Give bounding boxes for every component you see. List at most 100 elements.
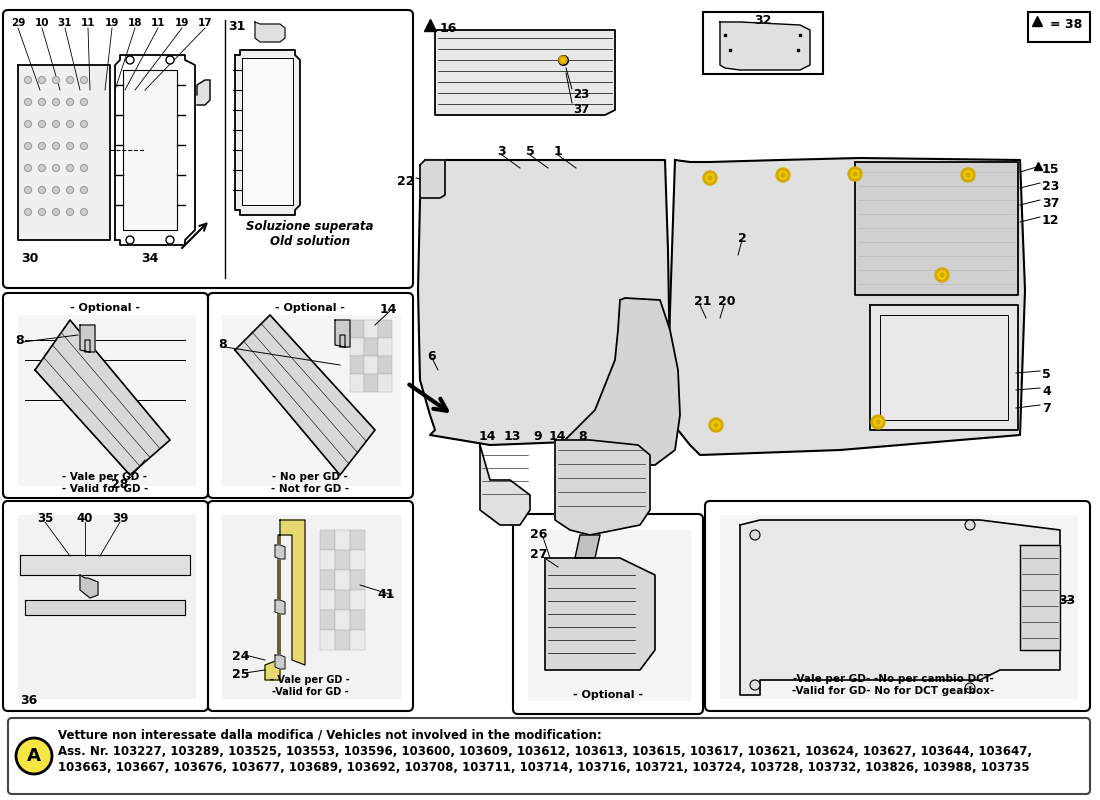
Circle shape — [39, 121, 45, 127]
Circle shape — [66, 209, 74, 215]
Text: 27: 27 — [530, 548, 548, 561]
Text: 11: 11 — [151, 18, 165, 28]
Text: 19: 19 — [175, 18, 189, 28]
Circle shape — [712, 421, 720, 429]
Bar — [320, 610, 336, 630]
Circle shape — [166, 236, 174, 244]
Polygon shape — [544, 558, 654, 670]
Text: 8: 8 — [579, 430, 587, 443]
Circle shape — [24, 142, 32, 150]
Bar — [336, 550, 350, 570]
Circle shape — [39, 165, 45, 171]
Circle shape — [53, 186, 59, 194]
Polygon shape — [720, 22, 810, 70]
Text: 23: 23 — [1042, 180, 1059, 193]
Polygon shape — [265, 520, 305, 680]
FancyBboxPatch shape — [208, 501, 412, 711]
Circle shape — [964, 171, 972, 179]
Polygon shape — [242, 58, 293, 205]
Text: 23: 23 — [573, 88, 590, 101]
Bar — [378, 374, 392, 392]
Bar — [336, 570, 350, 590]
Bar — [320, 570, 336, 590]
Circle shape — [24, 209, 32, 215]
Circle shape — [80, 142, 88, 150]
Polygon shape — [222, 515, 400, 698]
FancyBboxPatch shape — [8, 15, 408, 283]
FancyBboxPatch shape — [8, 718, 1090, 794]
Polygon shape — [336, 320, 350, 347]
Bar — [364, 338, 378, 356]
Text: 39: 39 — [112, 512, 129, 525]
Circle shape — [80, 209, 88, 215]
Text: 40: 40 — [77, 512, 94, 525]
Polygon shape — [18, 515, 195, 698]
Text: 5: 5 — [526, 145, 535, 158]
FancyBboxPatch shape — [3, 501, 208, 711]
Text: 34: 34 — [141, 252, 158, 265]
Polygon shape — [855, 162, 1018, 295]
Polygon shape — [528, 530, 690, 700]
Text: 26: 26 — [530, 528, 548, 541]
Polygon shape — [668, 158, 1025, 455]
Circle shape — [24, 186, 32, 194]
Circle shape — [53, 77, 59, 83]
Circle shape — [126, 236, 134, 244]
Text: 16: 16 — [440, 22, 458, 35]
Circle shape — [66, 77, 74, 83]
Circle shape — [966, 173, 970, 177]
Polygon shape — [35, 320, 170, 475]
Text: 28: 28 — [111, 478, 129, 491]
Polygon shape — [18, 315, 195, 485]
Text: 24: 24 — [232, 650, 250, 663]
Polygon shape — [720, 515, 1077, 698]
Text: Ass. Nr. 103227, 103289, 103525, 103553, 103596, 103600, 103609, 103612, 103613,: Ass. Nr. 103227, 103289, 103525, 103553,… — [58, 745, 1032, 758]
Polygon shape — [1020, 545, 1060, 650]
Text: - No per GD -
- Not for GD -: - No per GD - - Not for GD - — [271, 472, 349, 494]
Text: 37: 37 — [1042, 197, 1059, 210]
Circle shape — [965, 683, 975, 693]
Circle shape — [779, 171, 786, 179]
Bar — [378, 320, 392, 338]
Circle shape — [53, 121, 59, 127]
Text: 29: 29 — [11, 18, 25, 28]
Bar — [1028, 12, 1090, 42]
Bar — [336, 590, 350, 610]
Circle shape — [559, 56, 566, 64]
Text: 31: 31 — [228, 20, 245, 33]
Circle shape — [935, 268, 949, 282]
Bar — [378, 338, 392, 356]
Circle shape — [24, 165, 32, 171]
Bar — [350, 590, 365, 610]
Bar — [320, 630, 336, 650]
Bar — [350, 356, 364, 374]
Circle shape — [714, 423, 718, 427]
Circle shape — [871, 415, 886, 429]
Text: 6: 6 — [427, 350, 436, 363]
Circle shape — [851, 170, 859, 178]
Text: 5: 5 — [1042, 368, 1050, 381]
Polygon shape — [275, 545, 285, 559]
Polygon shape — [275, 600, 285, 614]
Circle shape — [940, 273, 944, 277]
Text: - Optional -: - Optional - — [70, 303, 140, 313]
FancyBboxPatch shape — [705, 501, 1090, 711]
Text: 2: 2 — [738, 232, 747, 245]
Text: Vetture non interessate dalla modifica / Vehicles not involved in the modificati: Vetture non interessate dalla modifica /… — [58, 729, 602, 742]
Text: 11: 11 — [80, 18, 96, 28]
Bar — [350, 610, 365, 630]
Bar — [350, 530, 365, 550]
Polygon shape — [434, 30, 615, 115]
Circle shape — [24, 121, 32, 127]
Circle shape — [66, 165, 74, 171]
Circle shape — [708, 176, 712, 180]
Circle shape — [24, 77, 32, 83]
Circle shape — [166, 56, 174, 64]
Polygon shape — [80, 575, 98, 598]
Text: A: A — [28, 747, 41, 765]
Bar — [350, 630, 365, 650]
Text: 10: 10 — [35, 18, 50, 28]
Polygon shape — [235, 315, 375, 475]
Text: 36: 36 — [20, 694, 37, 707]
Text: 18: 18 — [128, 18, 142, 28]
